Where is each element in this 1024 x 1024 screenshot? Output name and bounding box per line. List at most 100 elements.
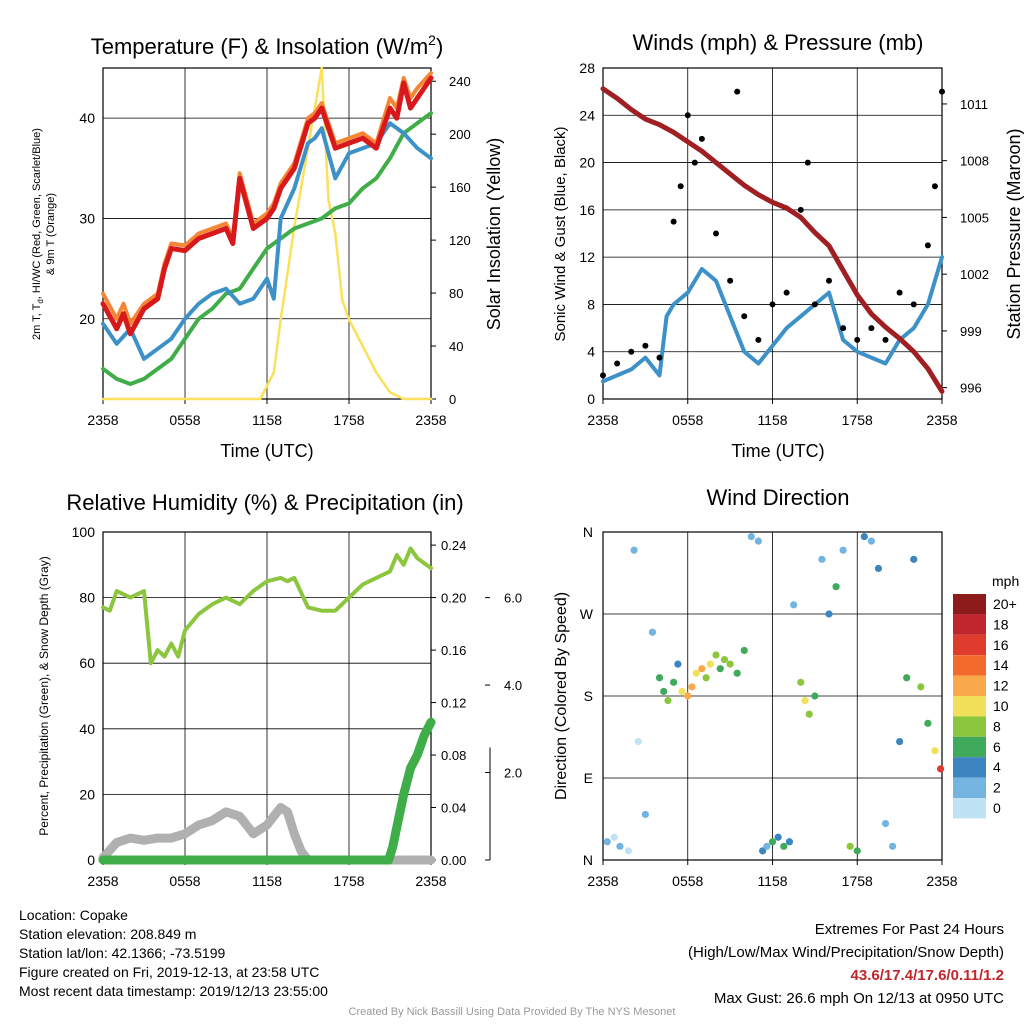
speed-legend-swatch [953, 757, 986, 778]
winds-y-tick-label: 20 [579, 155, 595, 171]
wind-direction-point [818, 555, 826, 563]
wind-direction-point [660, 687, 668, 696]
temperature-x-tick-label: 0558 [169, 412, 200, 428]
winds-x-tick-label: 1158 [757, 412, 787, 428]
gust-point [684, 112, 691, 119]
speed-legend-label: 12 [993, 678, 1009, 694]
wind-direction-point [747, 532, 755, 541]
precip-y-tick-label: 0.00 [441, 853, 466, 868]
wind-direction-point [917, 683, 925, 691]
precip-y-tick-label: 0.24 [441, 538, 466, 553]
insolation-y-tick-label: 200 [449, 127, 471, 142]
snow-depth-y-tick-label: 2.0 [504, 766, 522, 781]
speed-legend-label: 4 [993, 759, 1001, 775]
humidity-x-tick-label: 0558 [169, 873, 200, 889]
gust-point [600, 372, 606, 379]
credit-line: Created By Nick Bassill Using Data Provi… [348, 1006, 676, 1018]
wind-direction-point [726, 660, 734, 668]
temperature-chart-title: Temperature (F) & Insolation (W/m2) [91, 32, 444, 59]
wind-direction-point [716, 665, 724, 673]
temperature-series-line [101, 111, 433, 386]
temperature-x-tick-label: 1158 [252, 412, 282, 428]
station-latlon: Station lat/lon: 42.1366; -73.5199 [19, 945, 226, 961]
temperature-series-line [100, 75, 434, 337]
wind-direction-point [805, 710, 813, 718]
winds-x-axis-label: Time (UTC) [731, 441, 824, 461]
wind-direction-point [910, 555, 918, 563]
winds-panel: Winds (mph) & Pressure (mb) Time (UTC) S… [552, 30, 1024, 461]
temperature-y-tick-label: 30 [79, 210, 95, 226]
gust-point [628, 348, 635, 355]
speed-legend-label: 16 [993, 637, 1009, 653]
humidity-y-axis-label: Percent, Precipitation (Green), & Snow D… [37, 556, 51, 835]
gust-point [854, 336, 861, 343]
gust-point [931, 183, 938, 190]
insolation-line [101, 66, 433, 401]
winds-x-tick-label: 1758 [842, 412, 873, 428]
speed-legend-label: 6 [993, 739, 1001, 755]
gust-point [691, 159, 698, 166]
wind-direction-y-tick-label: N [583, 524, 593, 540]
gust-point [727, 277, 734, 284]
wind-direction-point [874, 564, 883, 573]
humidity-y-tick-label: 60 [79, 655, 95, 671]
wind-direction-point [610, 833, 618, 841]
wind-direction-point [832, 583, 840, 591]
speed-legend-swatch [953, 777, 986, 798]
wind-direction-x-tick-label: 2358 [587, 873, 618, 889]
humidity-panel: Relative Humidity (%) & Precipitation (i… [37, 490, 522, 889]
station-info: Location: Copake Station elevation: 208.… [19, 906, 328, 1001]
wind-direction-point [881, 819, 890, 828]
wind-direction-x-tick-label: 1158 [757, 873, 787, 889]
humidity-line [101, 546, 433, 666]
gust-point [677, 183, 684, 190]
wind-direction-y-tick-label: E [584, 770, 593, 786]
speed-legend-swatch [953, 594, 986, 615]
wind-direction-point [754, 537, 762, 545]
gust-point [811, 301, 818, 308]
wind-direction-x-tick-label: 0558 [672, 873, 703, 889]
gust-point [755, 336, 762, 343]
speed-legend-swatch [953, 798, 986, 819]
winds-y-axis-label: Sonic Wind & Gust (Blue, Black) [552, 126, 569, 341]
gust-point [698, 135, 705, 142]
winds-y-tick-label: 28 [579, 60, 595, 76]
wind-direction-point [867, 537, 875, 545]
wind-direction-point [839, 546, 847, 554]
wind-direction-point [780, 842, 788, 850]
insolation-y-tick-label: 160 [449, 180, 471, 195]
pressure-y-tick-label: 1008 [960, 154, 989, 169]
wind-direction-point [888, 842, 897, 850]
gust-point [882, 336, 889, 343]
gust-point [769, 301, 776, 308]
wind-direction-point [931, 747, 939, 755]
insolation-y-tick-label: 80 [449, 286, 463, 301]
winds-y-tick-label: 12 [579, 249, 595, 265]
wind-direction-point [846, 842, 854, 850]
wind-direction-point [641, 810, 649, 819]
speed-legend-label: 8 [993, 718, 1001, 734]
gust-point [713, 230, 719, 237]
humidity-y-tick-label: 80 [79, 590, 95, 606]
wind-direction-point [698, 665, 706, 673]
humidity-chart-title: Relative Humidity (%) & Precipitation (i… [66, 490, 463, 515]
wind-direction-point [924, 719, 932, 727]
wind-direction-point [740, 646, 748, 655]
wind-speed-line [601, 255, 944, 384]
pressure-y-tick-label: 1011 [960, 97, 988, 112]
insolation-y-axis-label: Solar Insolation (Yellow) [484, 138, 504, 330]
wind-direction-point [712, 651, 720, 659]
figure-created: Figure created on Fri, 2019-12-13, at 23… [19, 964, 320, 980]
wind-direction-point [903, 674, 911, 682]
wind-direction-point [896, 737, 904, 746]
humidity-x-tick-label: 1758 [333, 873, 364, 889]
humidity-y-tick-label: 40 [79, 721, 95, 737]
winds-x-tick-label: 2358 [926, 412, 957, 428]
snow-depth-y-tick-label: 4.0 [504, 678, 522, 693]
speed-legend-swatch [953, 634, 986, 656]
wind-direction-point [853, 847, 861, 855]
speed-legend-label: 10 [993, 698, 1009, 714]
insolation-y-tick-label: 120 [449, 233, 471, 248]
wind-direction-point [702, 674, 710, 682]
